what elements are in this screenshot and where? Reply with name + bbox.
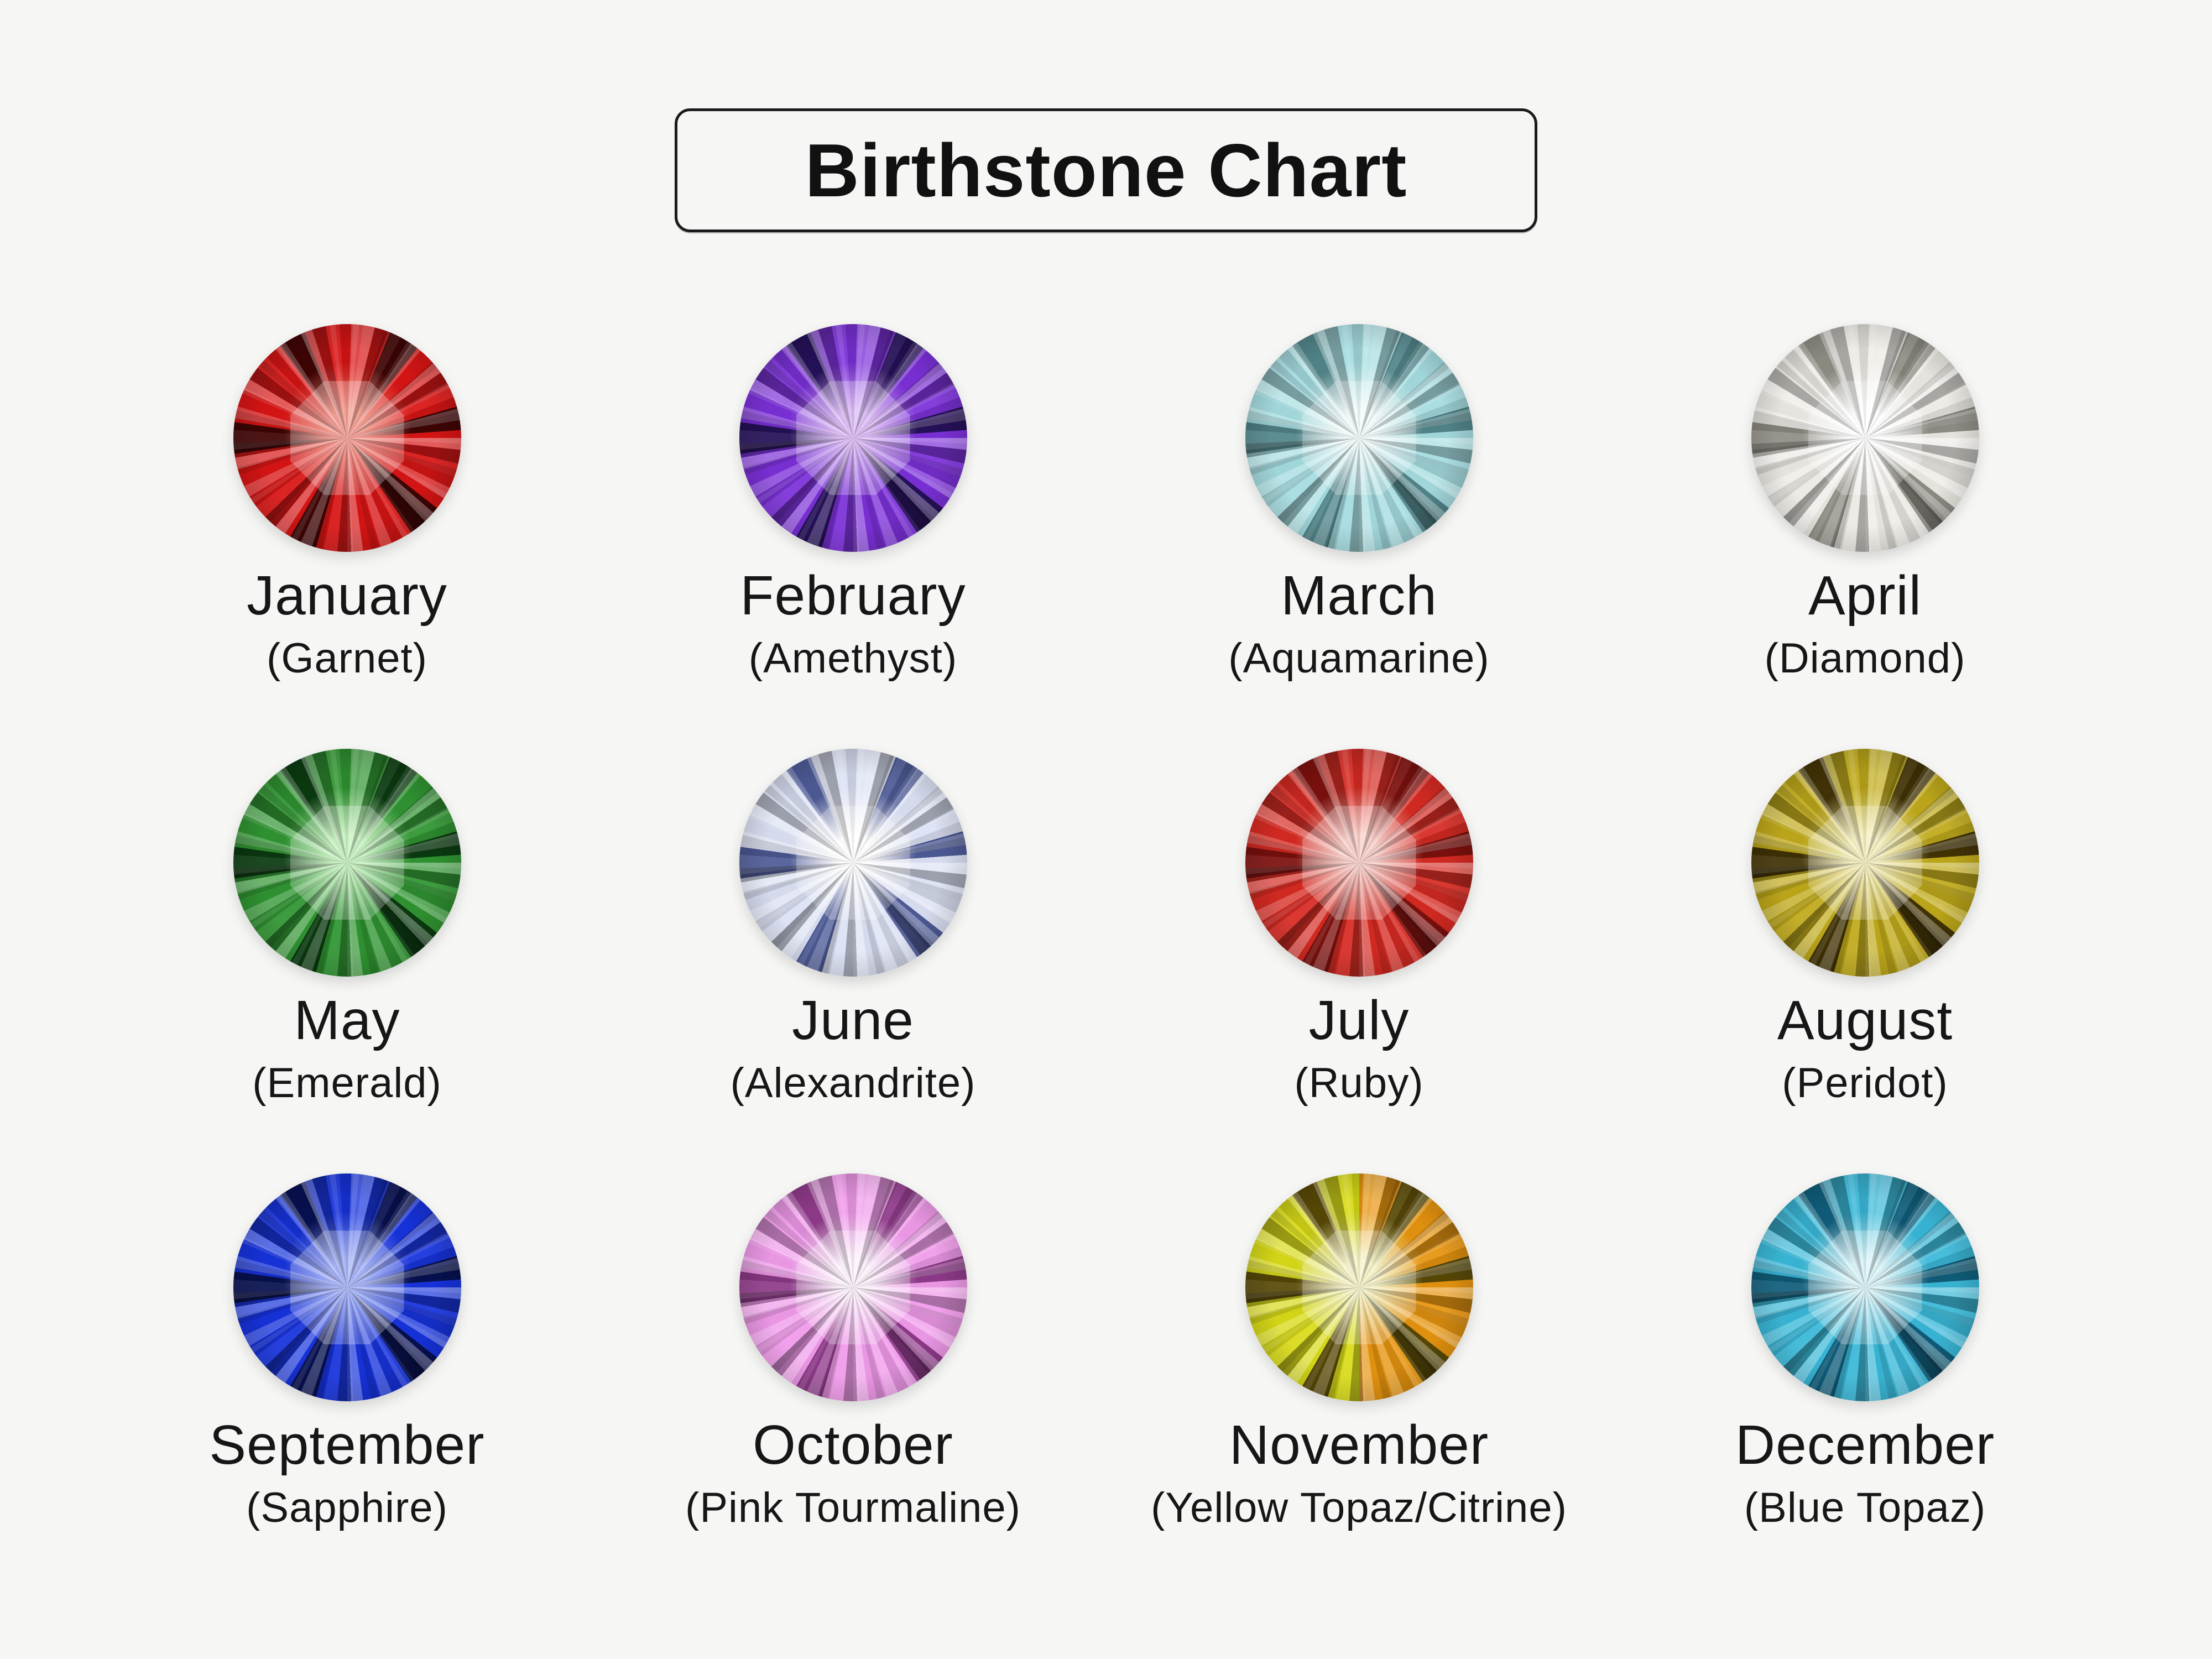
stone-label: (Blue Topaz): [1744, 1484, 1986, 1532]
stone-label: (Emerald): [252, 1060, 442, 1107]
stone-label: (Ruby): [1294, 1060, 1424, 1107]
stone-label: (Sapphire): [246, 1484, 448, 1532]
birthstone-cell-september: September (Sapphire): [94, 1173, 600, 1533]
month-label: January: [247, 565, 447, 627]
month-label: April: [1808, 565, 1922, 627]
birthstone-cell-november: November (Yellow Topaz/Citrine): [1106, 1173, 1612, 1533]
birthstone-cell-june: June (Alexandrite): [600, 749, 1106, 1108]
stone-label: (Yellow Topaz/Citrine): [1151, 1484, 1567, 1532]
month-label: August: [1777, 989, 1953, 1052]
gem-july-ruby: [1245, 749, 1473, 977]
birthstone-cell-july: July (Ruby): [1106, 749, 1612, 1108]
stone-label: (Peridot): [1782, 1060, 1948, 1107]
birthstone-cell-february: February (Amethyst): [600, 324, 1106, 684]
month-label: July: [1308, 989, 1410, 1052]
month-label: December: [1735, 1414, 1995, 1477]
gem-september-sapphire: [233, 1173, 461, 1402]
gem-october-pink-tourmaline: [739, 1173, 967, 1402]
title-box: Birthstone Chart: [675, 108, 1537, 232]
gem-may-emerald: [233, 749, 461, 977]
birthstone-cell-december: December (Blue Topaz): [1612, 1173, 2118, 1533]
month-label: May: [294, 989, 400, 1052]
stone-label: (Aquamarine): [1228, 635, 1490, 682]
gem-february-amethyst: [739, 324, 967, 552]
gem-june-alexandrite: [739, 749, 967, 977]
birthstone-cell-march: March (Aquamarine): [1106, 324, 1612, 684]
gem-january-garnet: [233, 324, 461, 552]
gem-august-peridot: [1751, 749, 1979, 977]
gem-december-blue-topaz: [1751, 1173, 1979, 1402]
month-label: September: [209, 1414, 485, 1477]
birthstone-cell-april: April (Diamond): [1612, 324, 2118, 684]
stone-label: (Diamond): [1764, 635, 1966, 682]
month-label: June: [792, 989, 914, 1052]
stone-label: (Pink Tourmaline): [685, 1484, 1021, 1532]
stone-label: (Garnet): [267, 635, 427, 682]
gem-april-diamond: [1751, 324, 1979, 552]
birthstone-cell-october: October (Pink Tourmaline): [600, 1173, 1106, 1533]
gem-november-yellow-topaz-citrine: [1245, 1173, 1473, 1402]
birthstone-grid: January (Garnet) February (Amethyst) Mar…: [0, 324, 2212, 1533]
stone-label: (Alexandrite): [730, 1060, 976, 1107]
birthstone-cell-may: May (Emerald): [94, 749, 600, 1108]
birthstone-cell-august: August (Peridot): [1612, 749, 2118, 1108]
month-label: November: [1229, 1414, 1489, 1477]
month-label: March: [1281, 565, 1437, 627]
month-label: October: [753, 1414, 953, 1477]
birthstone-cell-january: January (Garnet): [94, 324, 600, 684]
month-label: February: [740, 565, 966, 627]
stone-label: (Amethyst): [748, 635, 958, 682]
gem-march-aquamarine: [1245, 324, 1473, 552]
page-title: Birthstone Chart: [805, 128, 1407, 212]
